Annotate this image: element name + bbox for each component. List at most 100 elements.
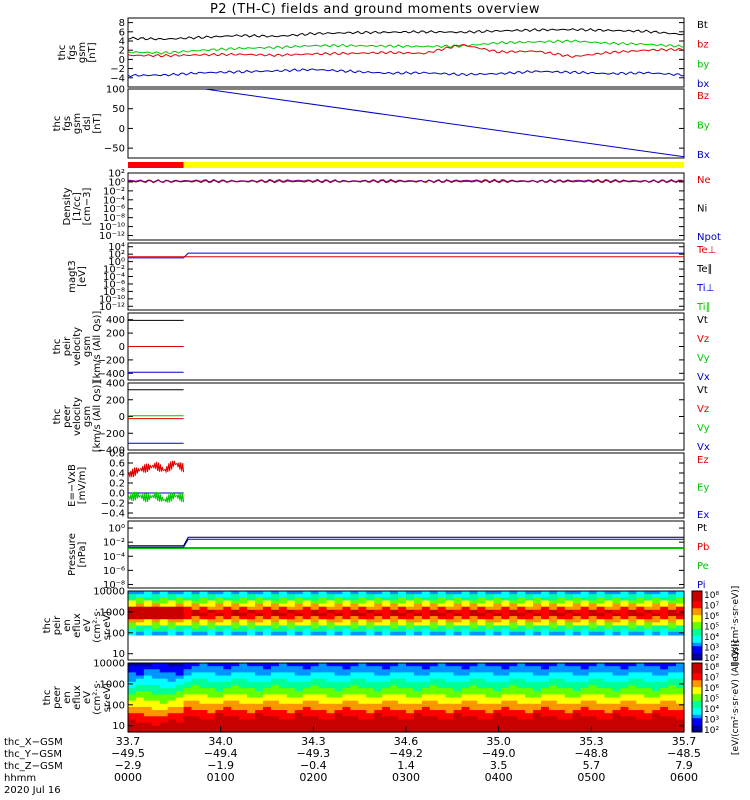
spectrogram-cell [509,609,518,614]
spectrogram-cell [223,619,232,623]
spectrogram-cell [398,716,407,721]
spectrogram-cell [207,594,216,598]
legend-entry: By [697,121,710,132]
spectrogram-cell [413,728,423,733]
spectrogram-cell [421,619,431,623]
spectrogram-cell [652,675,661,680]
spectrogram-cell [612,713,622,717]
spectrogram-cell [421,609,431,614]
spectrogram-cell [183,700,193,705]
x-tick-label-x: 35.3 [579,735,604,748]
spectrogram-cell [207,703,216,708]
colorbar-swatch [692,669,702,674]
spectrogram-cell [541,616,550,620]
spectrogram-cell [398,706,407,711]
spectrogram-cell [525,616,534,620]
spectrogram-cell [604,688,614,692]
spectrogram-cell [628,697,637,702]
spectrogram-cell [278,619,288,623]
y-tick-label: 10⁻¹⁰ [99,222,125,233]
spectrogram-cell [501,725,510,730]
spectrogram-cell [390,625,399,630]
spectrogram-cell [183,669,193,674]
spectrogram-cell [564,706,574,711]
spectrogram-cell [398,594,407,598]
spectrogram-cell [437,691,447,695]
spectrogram-cell [207,719,216,724]
spectrogram-cell [628,681,637,686]
spectrogram-cell [660,672,669,677]
spectrogram-cell [644,719,653,724]
spectrogram-cell [517,612,526,617]
spectrogram-cell [668,700,677,705]
spectrogram-cell [135,622,145,627]
spectrogram-cell [183,631,193,636]
spectrogram-cell [453,600,463,605]
spectrogram-cell [596,697,606,702]
spectrogram-cell [437,678,447,683]
y-tick-label: −0.4 [101,509,125,520]
spectrogram-cell [509,719,518,724]
spectrogram-cell [175,694,185,699]
spectrogram-cell [406,600,415,605]
spectrogram-cell [509,622,518,627]
spectrogram-cell [350,725,359,730]
spectrogram-cell [175,681,185,686]
spectrogram-cell [676,603,685,608]
spectrogram-cell [620,672,629,677]
spectrogram-cell [509,697,518,702]
spectrogram-cell [128,688,137,692]
spectrogram-cell [469,716,479,721]
spectrogram-cell [374,612,383,617]
spectrogram-cell [548,710,558,714]
spectrogram-cell [477,616,487,620]
spectrogram-cell [374,694,383,699]
spectrogram-cell [572,609,582,614]
spectrogram-cell [525,728,534,733]
spectrogram-cell [231,681,240,686]
spectrogram-cell [517,616,526,620]
spectrogram-cell [660,681,669,686]
spectrogram-cell [501,600,510,605]
spectrogram-cell [358,619,367,623]
colorbar-swatch [692,721,702,726]
spectrogram-cell [413,713,423,717]
spectrogram-cell [398,622,407,627]
spectrogram-cell [501,681,510,686]
spectrogram-cell [135,594,145,598]
spectrogram-cell [199,694,209,699]
spectrogram-cell [302,603,312,608]
y-tick-label: 10⁻² [103,538,125,549]
spectrogram-cell [278,606,288,611]
spectrogram-cell [406,594,415,598]
spectrogram-cell [263,725,272,730]
spectrogram-cell [541,597,550,602]
spectrogram-cell [199,697,209,702]
spectrogram-cell [318,609,328,614]
y-axis-label: (cm²·s· [92,680,103,715]
spectrogram-cell [556,619,566,623]
spectrogram-cell [366,616,375,620]
spectrogram-cell [580,619,590,623]
spectrogram-cell [564,722,574,727]
spectrogram-cell [366,697,375,702]
spectrogram-cell [151,703,161,708]
spectrogram-cell [223,594,232,598]
spectrogram-cell [175,622,185,627]
spectrogram-cell [429,594,439,598]
spectrogram-cell [286,672,296,677]
spectrogram-cell [215,603,224,608]
spectrogram-cell [596,612,606,617]
spectrogram-cell [509,694,518,699]
spectrogram-cell [199,700,209,705]
spectrogram-cell [231,706,240,711]
spectrogram-cell [660,713,669,717]
spectrogram-cell [358,716,367,721]
spectrogram-cell [270,684,280,689]
spectrogram-cell [231,713,240,717]
spectrogram-cell [429,706,439,711]
panel-7 [127,452,685,519]
legend-entry: Ti∥ [696,302,711,313]
spectrogram-cell [628,672,637,677]
spectrogram-cell [223,716,232,721]
